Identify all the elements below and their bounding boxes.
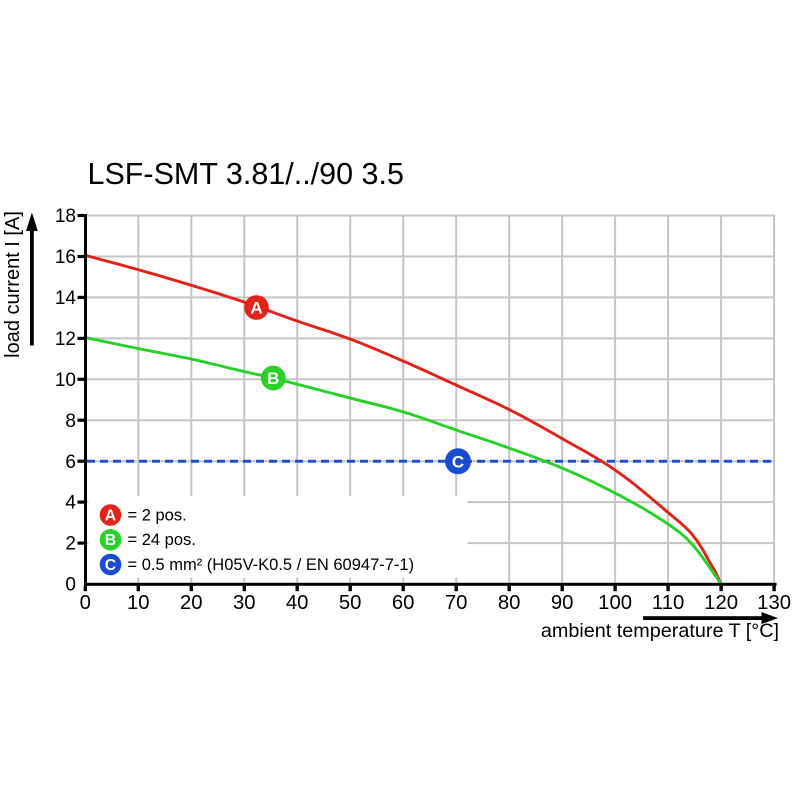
svg-text:6: 6	[65, 452, 76, 473]
svg-text:90: 90	[551, 592, 574, 614]
svg-text:70: 70	[445, 592, 468, 614]
svg-text:= 0.5 mm² (H05V-K0.5 / EN 6094: = 0.5 mm² (H05V-K0.5 / EN 60947-7-1)	[128, 556, 415, 574]
svg-text:2: 2	[65, 534, 76, 555]
svg-text:= 2 pos.: = 2 pos.	[128, 506, 187, 524]
svg-text:0: 0	[80, 592, 91, 614]
svg-text:130: 130	[757, 592, 791, 614]
svg-text:50: 50	[339, 592, 362, 614]
svg-text:14: 14	[55, 288, 77, 309]
svg-text:20: 20	[180, 592, 203, 614]
svg-text:ambient temperature T [°C]: ambient temperature T [°C]	[541, 620, 779, 642]
svg-text:8: 8	[65, 411, 76, 432]
svg-text:40: 40	[286, 592, 309, 614]
svg-text:C: C	[105, 557, 116, 574]
svg-text:C: C	[452, 452, 464, 471]
svg-text:B: B	[267, 369, 279, 388]
svg-text:A: A	[105, 507, 116, 524]
svg-text:0: 0	[65, 575, 76, 596]
svg-text:100: 100	[598, 592, 632, 614]
svg-text:18: 18	[55, 206, 76, 227]
svg-text:B: B	[105, 532, 116, 549]
svg-text:120: 120	[704, 592, 738, 614]
svg-text:12: 12	[55, 329, 76, 350]
svg-text:load current I [A]: load current I [A]	[2, 211, 24, 358]
svg-text:60: 60	[392, 592, 415, 614]
svg-text:= 24 pos.: = 24 pos.	[128, 531, 196, 549]
svg-text:30: 30	[233, 592, 256, 614]
svg-text:10: 10	[127, 592, 150, 614]
svg-text:110: 110	[652, 592, 684, 614]
svg-text:4: 4	[65, 493, 76, 514]
svg-text:16: 16	[55, 247, 76, 268]
svg-text:A: A	[250, 299, 262, 318]
svg-text:LSF-SMT 3.81/../90 3.5: LSF-SMT 3.81/../90 3.5	[88, 157, 404, 191]
svg-text:80: 80	[498, 592, 521, 614]
svg-text:10: 10	[55, 370, 76, 391]
